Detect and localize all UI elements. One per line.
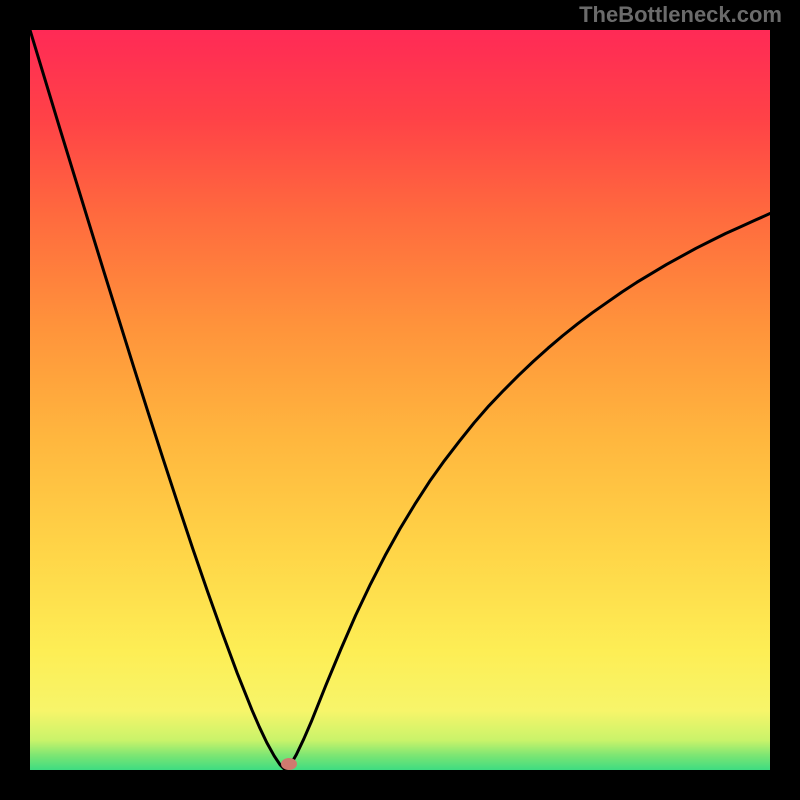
bottleneck-curve (30, 30, 770, 770)
plot-area (30, 30, 770, 770)
watermark-text: TheBottleneck.com (579, 2, 782, 28)
canvas-frame: TheBottleneck.com (0, 0, 800, 800)
optimum-marker (281, 758, 297, 770)
